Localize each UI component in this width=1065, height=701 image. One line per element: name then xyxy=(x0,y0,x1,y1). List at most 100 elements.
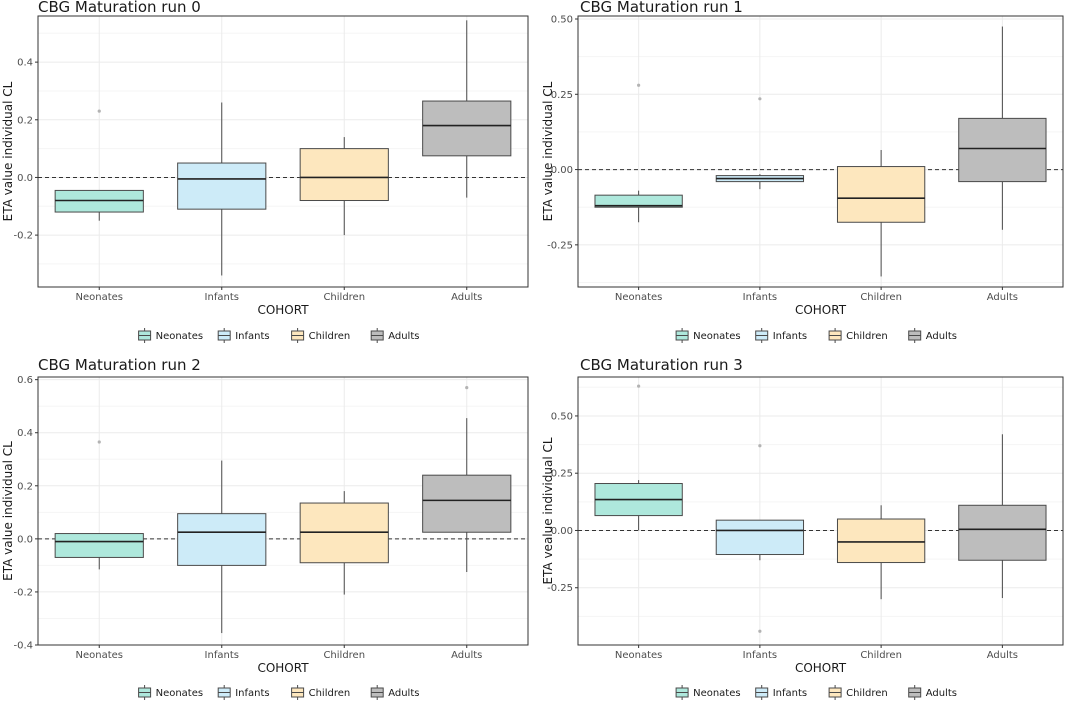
y-tick-label: 0.0 xyxy=(17,534,33,545)
legend-key-adults: Adults xyxy=(370,685,419,700)
box-neonates xyxy=(54,440,144,570)
chart-panel-1: CBG Maturation run 1 -0.25 0.00 0.25 0.50 Neo… xyxy=(541,0,1064,343)
y-tick-label: -0.2 xyxy=(13,587,33,598)
x-tick-label: Infants xyxy=(205,292,239,303)
y-tick-label: 0.4 xyxy=(17,58,33,69)
x-axis-label: COHORT xyxy=(257,661,309,675)
y-tick-label: 0.2 xyxy=(17,481,33,492)
box-iqr xyxy=(177,162,267,210)
legend-label: Neonates xyxy=(693,331,741,342)
x-tick-label: Children xyxy=(323,292,365,303)
y-tick-label: 0.25 xyxy=(551,469,573,480)
y-tick-label: 0.0 xyxy=(17,173,33,184)
chart-panel-3: CBG Maturation run 3 -0.25 0.00 0.25 0.50 Neo… xyxy=(541,356,1064,700)
box-adults xyxy=(422,20,512,198)
legend: Neonates Infants Children Adults xyxy=(675,328,957,343)
box-children xyxy=(299,137,389,236)
y-axis-label: ETA value individual CL xyxy=(1,441,15,581)
x-tick-label: Infants xyxy=(205,650,239,661)
box-adults xyxy=(958,434,1047,599)
legend-label: Adults xyxy=(388,331,419,342)
legend-key-children: Children xyxy=(828,685,888,700)
legend-key-infants: Infants xyxy=(755,685,807,700)
outlier-point xyxy=(758,444,762,448)
legend-key-children: Children xyxy=(291,328,350,343)
box-infants xyxy=(715,97,805,190)
outlier-point xyxy=(758,97,762,101)
box-children xyxy=(299,491,389,595)
legend-key-adults: Adults xyxy=(908,328,957,343)
legend-key-neonates: Neonates xyxy=(138,328,203,343)
box-iqr xyxy=(836,166,926,223)
y-tick-label: 0.00 xyxy=(551,526,573,537)
box-iqr xyxy=(594,194,683,208)
box-iqr xyxy=(177,513,267,566)
box-iqr xyxy=(836,518,926,564)
legend: Neonates Infants Children Adults xyxy=(138,685,419,700)
box-children xyxy=(836,505,926,600)
x-tick-label: Children xyxy=(323,650,365,661)
legend-label: Children xyxy=(846,688,888,699)
legend-label: Children xyxy=(846,331,888,342)
box-iqr xyxy=(54,533,144,558)
legend-label: Children xyxy=(309,688,351,699)
legend-label: Infants xyxy=(235,331,269,342)
outlier-point xyxy=(637,384,641,388)
plot-border xyxy=(37,376,529,646)
y-tick-label: -0.4 xyxy=(13,641,33,652)
plot-border xyxy=(577,15,1064,288)
x-tick-label: Adults xyxy=(451,292,482,303)
outlier-point xyxy=(97,109,101,113)
legend-key-adults: Adults xyxy=(370,328,419,343)
box-children xyxy=(836,149,926,277)
box-iqr xyxy=(422,100,512,157)
legend-key-infants: Infants xyxy=(217,328,270,343)
x-tick-label: Infants xyxy=(743,292,777,303)
x-tick-label: Neonates xyxy=(615,292,663,303)
box-iqr xyxy=(958,117,1047,183)
x-tick-label: Adults xyxy=(451,650,482,661)
legend-key-neonates: Neonates xyxy=(675,685,741,700)
legend-key-children: Children xyxy=(828,328,888,343)
legend-label: Neonates xyxy=(693,688,741,699)
outlier-point xyxy=(465,386,469,390)
x-tick-label: Infants xyxy=(743,650,777,661)
x-tick-label: Adults xyxy=(987,650,1018,661)
y-tick-label: 0.6 xyxy=(17,375,33,386)
legend-key-adults: Adults xyxy=(908,685,957,700)
x-tick-label: Children xyxy=(860,650,902,661)
x-tick-label: Neonates xyxy=(615,650,663,661)
y-tick-label: -0.2 xyxy=(13,231,33,242)
x-tick-label: Neonates xyxy=(76,292,124,303)
legend-label: Adults xyxy=(926,331,957,342)
x-axis-label: COHORT xyxy=(795,303,847,317)
x-axis-label: COHORT xyxy=(795,661,847,675)
legend-label: Adults xyxy=(926,688,957,699)
y-tick-label: -0.25 xyxy=(547,240,573,251)
legend: Neonates Infants Children Adults xyxy=(138,328,419,343)
chart-title: CBG Maturation run 3 xyxy=(580,356,743,374)
y-axis-label: ETA value individual CL xyxy=(541,81,555,221)
box-neonates xyxy=(54,109,144,221)
outlier-point xyxy=(97,440,101,444)
outlier-point xyxy=(758,629,762,633)
chart-panel-2: CBG Maturation run 2 -0.4 -0.2 0.0 0.2 0.4 0.6… xyxy=(1,356,529,700)
legend-label: Adults xyxy=(388,688,419,699)
y-axis-label: ETA value individual CL xyxy=(1,81,15,221)
legend-key-neonates: Neonates xyxy=(138,685,204,700)
chart-title: CBG Maturation run 0 xyxy=(38,0,201,16)
plot-border xyxy=(37,15,529,288)
chart-title: CBG Maturation run 1 xyxy=(580,0,743,16)
outlier-point xyxy=(637,83,641,87)
box-iqr xyxy=(299,148,389,202)
box-infants xyxy=(177,102,267,276)
x-tick-label: Neonates xyxy=(76,650,124,661)
plot-border xyxy=(577,376,1064,646)
box-iqr xyxy=(958,504,1047,561)
box-neonates xyxy=(594,83,683,223)
legend-label: Neonates xyxy=(156,688,204,699)
box-neonates xyxy=(594,384,683,531)
legend-label: Infants xyxy=(773,688,807,699)
box-adults xyxy=(422,386,512,573)
